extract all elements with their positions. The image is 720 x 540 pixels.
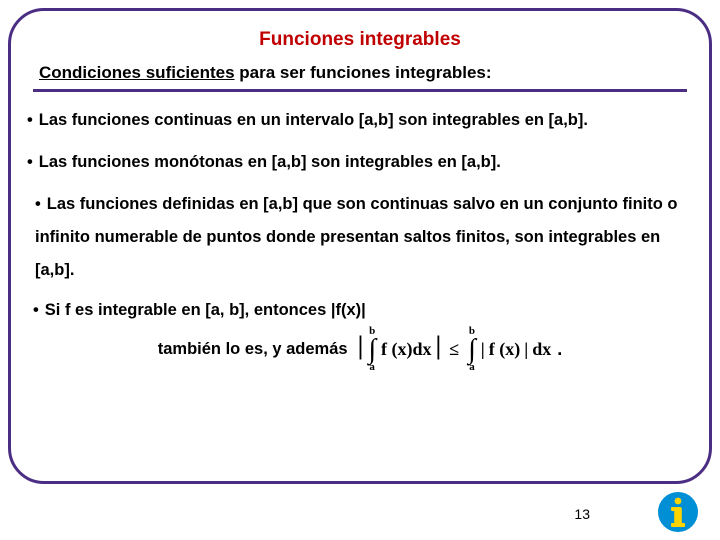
slide-frame: Funciones integrables Condiciones sufici… [8, 8, 712, 484]
rhs-integrand: f (x) [489, 335, 520, 364]
subtitle-rest: para ser funciones integrables: [235, 63, 492, 82]
bullet-4-line1: Si f es integrable en [a, b], entonces |… [45, 301, 366, 319]
bullet-2: •Las funciones monótonas en [a,b] son in… [27, 146, 693, 178]
bullet-1: •Las funciones continuas en un intervalo… [27, 104, 693, 136]
page-number: 13 [574, 506, 590, 522]
formula-line: también lo es, y además | b ∫ a f (x)dx … [33, 326, 687, 373]
lhs-integrand: f (x)dx [381, 335, 432, 364]
period: . [557, 335, 562, 364]
divider [33, 89, 687, 92]
relation: ≤ [449, 335, 459, 364]
slide-title: Funciones integrables [25, 29, 695, 51]
bullet-4: •Si f es integrable en [a, b], entonces … [33, 297, 687, 373]
integral-left: b ∫ a [368, 326, 376, 373]
info-icon[interactable] [656, 490, 700, 534]
bullet-2-text: Las funciones monótonas en [a,b] son int… [39, 153, 501, 171]
subtitle: Condiciones suficientes para ser funcion… [39, 63, 681, 83]
bullet-3: •Las funciones definidas en [a,b] que so… [35, 188, 693, 287]
subtitle-underlined: Condiciones suficientes [39, 63, 235, 82]
integral-right: b ∫ a [468, 326, 476, 373]
bullet-1-text: Las funciones continuas en un intervalo … [39, 111, 588, 129]
rhs-tail: dx [532, 335, 551, 364]
bullet-4-lead: también lo es, y además [158, 336, 348, 362]
bullet-3-text: Las funciones definidas en [a,b] que son… [35, 195, 678, 279]
